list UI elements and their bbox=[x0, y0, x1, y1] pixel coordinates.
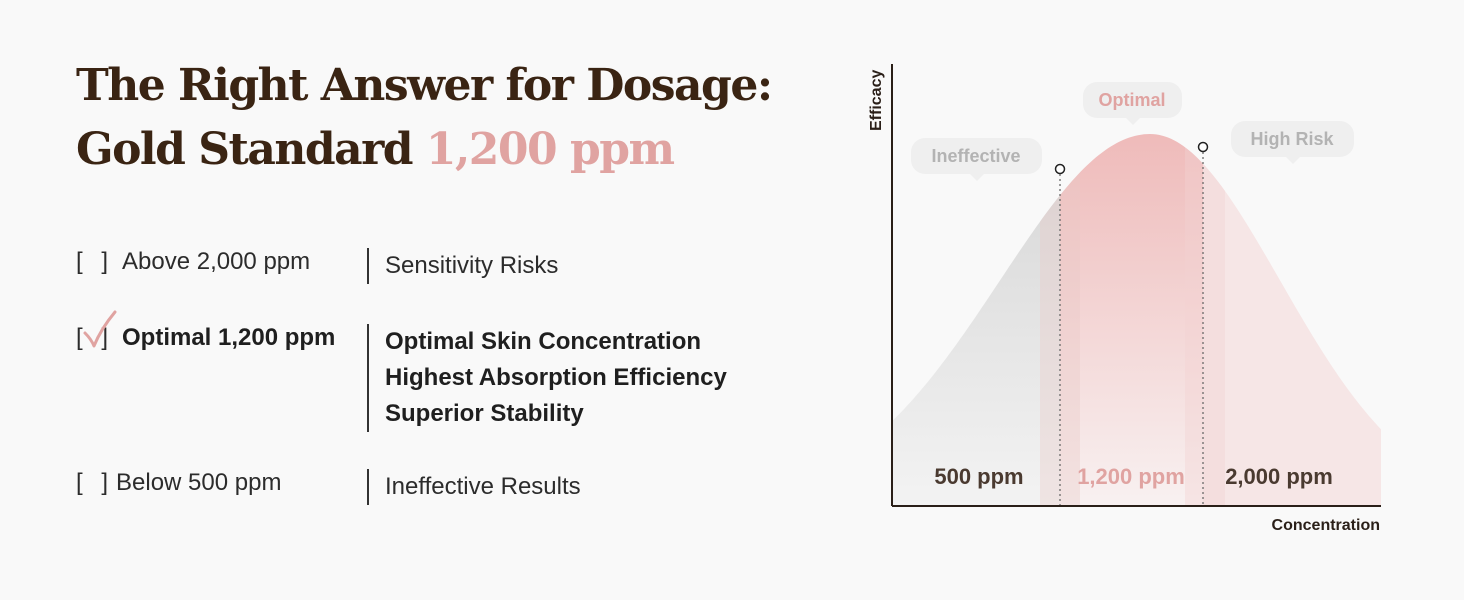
y-axis-title: Efficacy bbox=[868, 70, 885, 131]
description-line: Highest Absorption Efficiency bbox=[385, 364, 727, 391]
bubble-tail bbox=[970, 174, 984, 181]
title-line-1: The Right Answer for Dosage: bbox=[76, 60, 773, 111]
bubble-tail bbox=[1126, 118, 1140, 125]
description-line: Sensitivity Risks bbox=[385, 252, 559, 279]
title-accent: 1,200 ppm bbox=[425, 124, 675, 175]
description-line: Ineffective Results bbox=[385, 473, 581, 500]
bubble-bg bbox=[1231, 121, 1354, 157]
dosage-label: Below 500 ppm bbox=[116, 469, 282, 496]
dosage-label: Above 2,000 ppm bbox=[122, 248, 311, 275]
description-line: Optimal Skin Concentration bbox=[385, 328, 702, 355]
tick-label-500: 500 ppm bbox=[934, 464, 1023, 489]
region-ineffective-fill bbox=[892, 134, 1060, 506]
bubble-high-risk: High Risk bbox=[1231, 121, 1354, 164]
title-prefix: Gold Standard bbox=[76, 124, 426, 175]
x-axis-title: Concentration bbox=[1272, 517, 1380, 534]
dosage-description: Optimal Skin Concentration Highest Absor… bbox=[385, 324, 727, 432]
bubble-bg bbox=[1083, 82, 1182, 118]
marker-point-2000 bbox=[1197, 141, 1209, 153]
region-label-optimal: Optimal bbox=[1098, 90, 1165, 110]
region-blend-right bbox=[1185, 134, 1225, 506]
page-title: The Right Answer for Dosage: Gold Standa… bbox=[76, 54, 773, 182]
row-divider bbox=[367, 324, 369, 432]
bubble-optimal: Optimal bbox=[1083, 82, 1182, 125]
tick-label-1200: 1,200 ppm bbox=[1077, 464, 1185, 489]
tick-label-2000: 2,000 ppm bbox=[1225, 464, 1333, 489]
checkbox-empty[interactable]: [ ] bbox=[76, 248, 115, 275]
bubble-tail bbox=[1286, 157, 1300, 164]
region-label-ineffective: Ineffective bbox=[931, 146, 1020, 166]
marker-point-500 bbox=[1054, 163, 1066, 175]
row-divider bbox=[367, 469, 369, 505]
checkbox-empty[interactable]: [ ] bbox=[76, 469, 115, 496]
dosage-label: Optimal 1,200 ppm bbox=[122, 324, 336, 351]
row-divider bbox=[367, 248, 369, 284]
description-line: Superior Stability bbox=[385, 400, 584, 427]
title-line-2: Gold Standard 1,200 ppm bbox=[76, 118, 772, 182]
region-optimal-fill bbox=[1060, 134, 1203, 506]
dosage-description: Sensitivity Risks bbox=[385, 248, 558, 284]
bubble-bg bbox=[911, 138, 1042, 174]
dosage-description: Ineffective Results bbox=[385, 469, 581, 505]
bubble-ineffective: Ineffective bbox=[911, 138, 1042, 181]
region-label-high-risk: High Risk bbox=[1250, 129, 1334, 149]
check-mark-icon bbox=[83, 310, 117, 348]
